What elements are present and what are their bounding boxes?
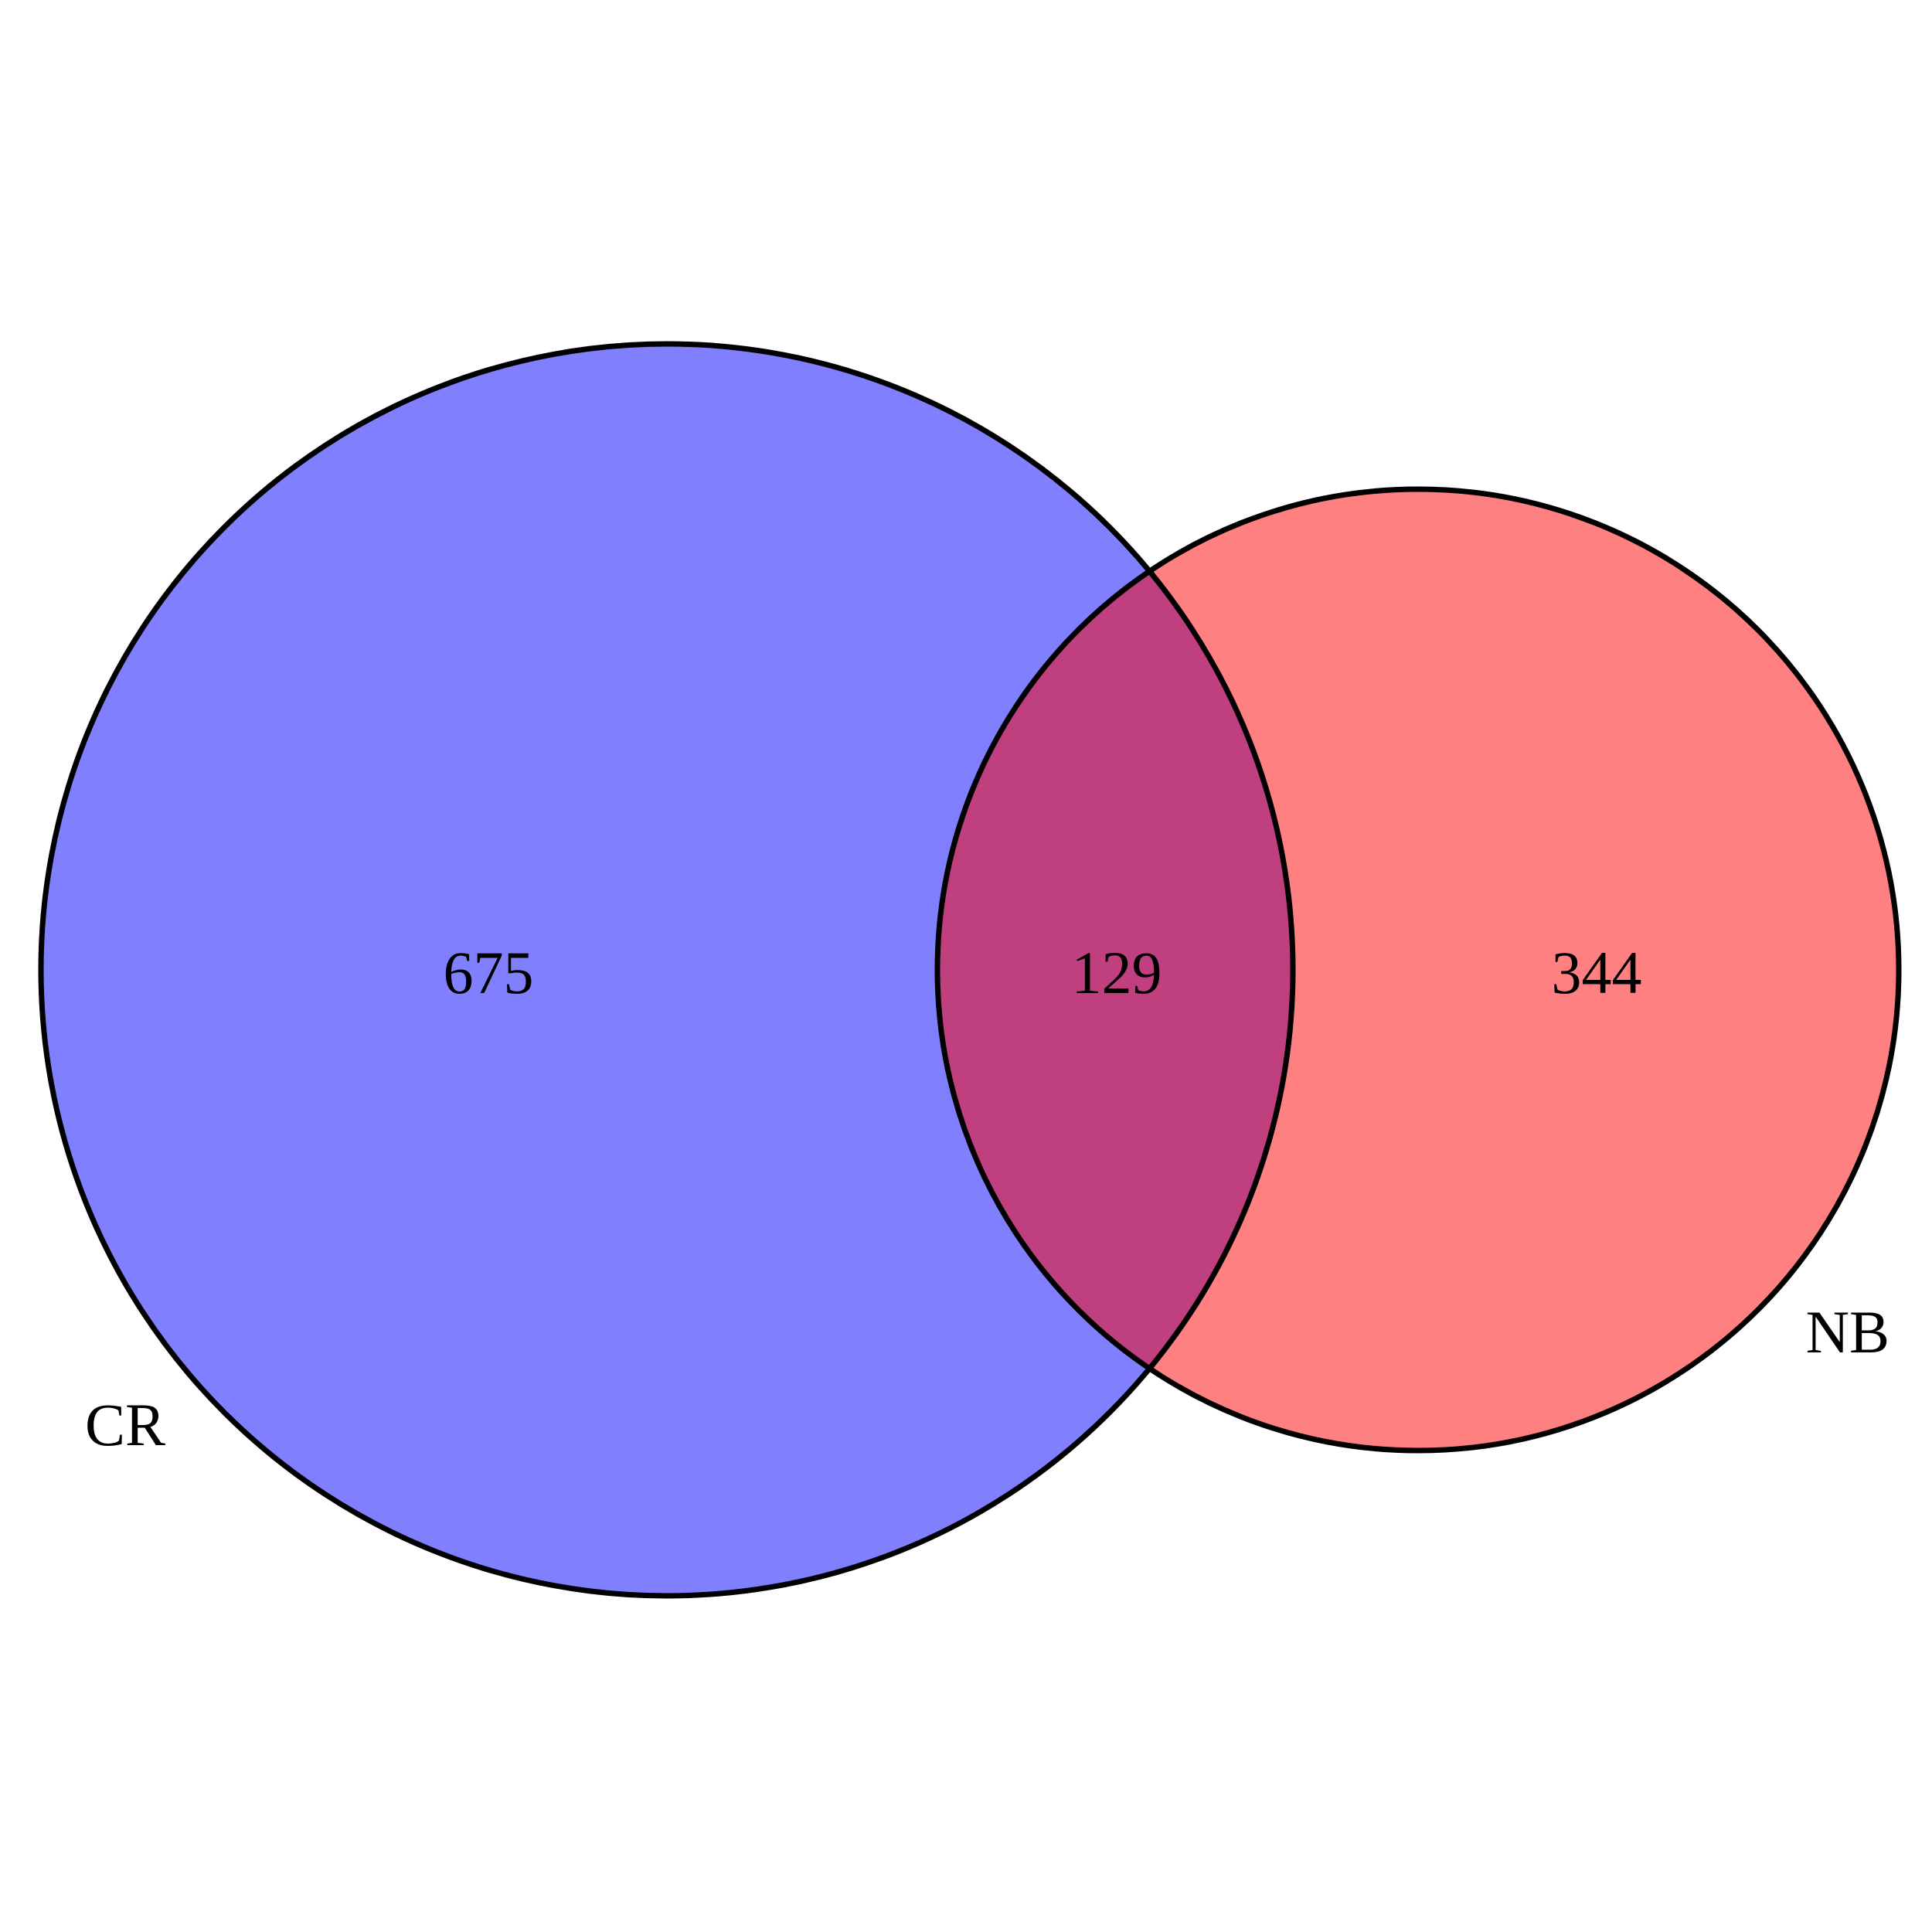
region-count-cr-only: 675 — [444, 939, 534, 1006]
intersection-region — [937, 489, 1293, 1451]
set-label-nb: NB — [1806, 1298, 1889, 1366]
set-label-cr: CR — [85, 1391, 165, 1458]
region-count-intersection: 129 — [1072, 939, 1162, 1006]
region-count-nb-only: 344 — [1552, 939, 1642, 1006]
set-outline-cr — [38, 341, 1296, 1599]
set-outline-nb — [934, 486, 1902, 1454]
set-circle-cr — [41, 344, 1293, 1596]
